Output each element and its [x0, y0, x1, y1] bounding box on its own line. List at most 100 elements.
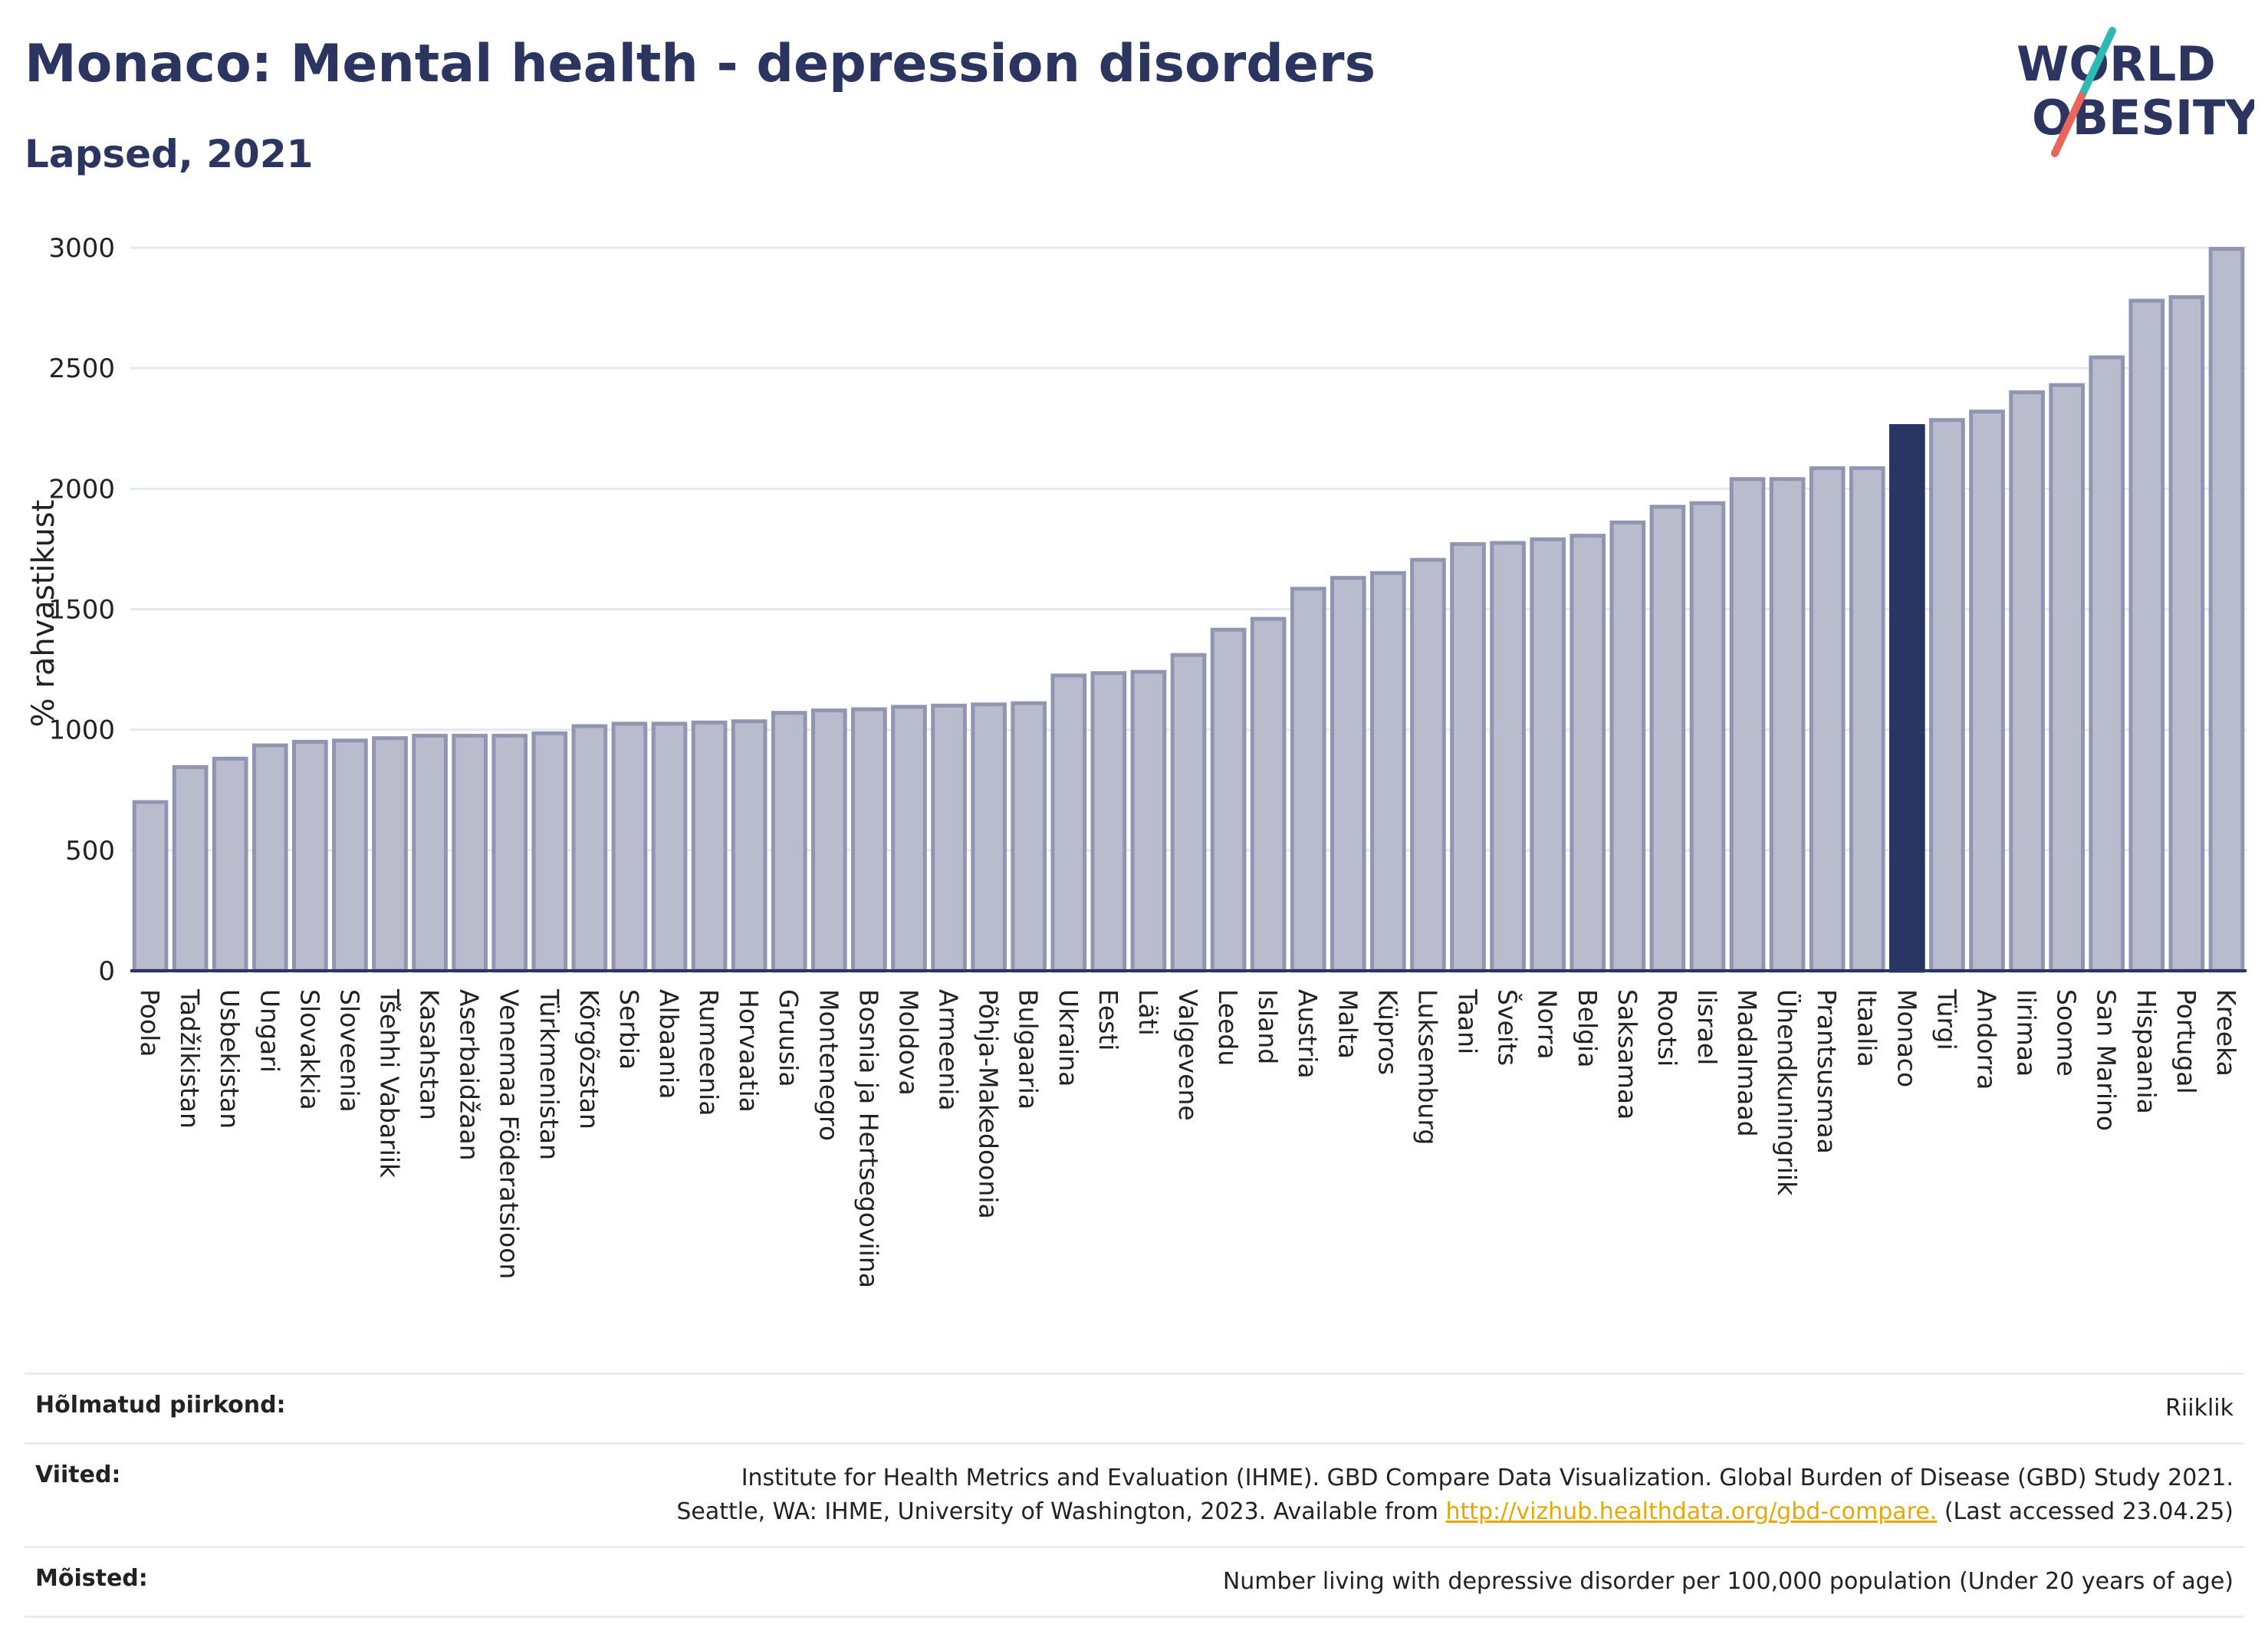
y-axis-label: % rahvastikust	[26, 500, 61, 728]
x-tick-label: Iisrael	[1692, 989, 1722, 1065]
footer-value-line: Seattle, WA: IHME, University of Washing…	[676, 1498, 2233, 1525]
x-tick-label: Tadžikistan	[175, 988, 205, 1129]
chart-title: Monaco: Mental health - depression disor…	[25, 34, 1376, 94]
x-tick-label: Madalmaad	[1732, 989, 1762, 1137]
x-tick-label: Tšehhi Vabariik	[374, 988, 404, 1179]
x-tick-label: Rumeenia	[694, 989, 724, 1116]
y-tick-label: 500	[65, 836, 115, 866]
bar	[1130, 669, 1167, 973]
x-tick-label: Rootsi	[1652, 989, 1682, 1067]
bar	[491, 734, 528, 973]
x-tick-label: Horvaatia	[734, 989, 764, 1113]
footer-value: Institute for Health Metrics and Evaluat…	[676, 1461, 2233, 1529]
bar	[2009, 390, 2045, 973]
x-tick-label: Küpros	[1372, 989, 1402, 1075]
bar	[531, 731, 568, 973]
x-tick-label: Iirimaa	[2012, 989, 2042, 1077]
x-tick-label: Sloveenia	[334, 989, 364, 1113]
category-labels: Poola Tadžikistan Usbekistan Ungari Slovakki…	[135, 988, 2241, 1288]
x-tick-label: Usbekistan	[215, 989, 245, 1129]
x-tick-label: Põhja-Makedoonia	[974, 989, 1004, 1219]
x-tick-label: Poola	[135, 989, 165, 1057]
bar	[212, 756, 248, 973]
bar	[1969, 409, 2005, 973]
bar	[931, 703, 967, 973]
x-tick-label: Moldova	[893, 989, 923, 1096]
bar	[1210, 627, 1247, 973]
footer-key: Hõlmatud piirkond:	[35, 1392, 286, 1419]
chart-subtitle: Lapsed, 2021	[25, 132, 314, 176]
footer-row: Hõlmatud piirkond: Riiklik	[25, 1373, 2244, 1442]
bar	[412, 734, 448, 973]
bar	[1170, 653, 1207, 973]
y-tick-label: 2000	[48, 474, 115, 505]
y-tick-label: 1500	[48, 595, 115, 626]
bar	[1370, 570, 1406, 973]
bar	[1609, 520, 1646, 973]
bar	[2049, 383, 2085, 973]
x-tick-label: Montenegro	[814, 989, 843, 1141]
x-tick-label: Ungari	[255, 989, 284, 1073]
bar	[1330, 576, 1366, 973]
bar	[1689, 501, 1726, 973]
x-tick-label: Bosnia ja Hertsegoviina	[853, 989, 883, 1288]
x-tick-label: Gruusia	[774, 989, 804, 1087]
x-tick-label: Kõrgõzstan	[574, 989, 604, 1129]
bar	[771, 711, 807, 973]
x-tick-label: Norra	[1533, 989, 1563, 1060]
footer-value: Riiklik	[2165, 1392, 2233, 1425]
x-tick-label: San Marino	[2092, 989, 2122, 1131]
bar	[810, 709, 847, 973]
footer-row: Mõisted: Number living with depressive di…	[25, 1546, 2244, 1618]
x-tick-label: Island	[1253, 989, 1283, 1064]
x-tick-label: Hispaania	[2132, 989, 2161, 1114]
x-tick-label: Luksemburg	[1412, 989, 1442, 1145]
footer-row: Viited: Institute for Health Metrics and …	[25, 1442, 2244, 1546]
y-tick-label: 0	[98, 956, 115, 987]
x-tick-label: Türkmenistan	[534, 988, 564, 1160]
x-tick-label: Portugal	[2171, 989, 2201, 1094]
bar	[1729, 477, 1766, 973]
x-tick-label: Serbia	[614, 989, 644, 1070]
x-tick-label: Soome	[2052, 989, 2082, 1077]
source-link[interactable]: http://vizhub.healthdata.org/gbd-compare…	[1445, 1498, 1938, 1525]
bar	[851, 707, 887, 973]
x-tick-label: Türgi	[1931, 988, 1961, 1050]
x-tick-label: Bulgaaria	[1014, 989, 1044, 1110]
logo-text-world: WORLD	[2017, 36, 2216, 92]
logo-slash-teal	[2078, 27, 2116, 100]
bar	[372, 736, 408, 973]
footer-key: Mõisted:	[35, 1565, 148, 1592]
y-tick-label: 3000	[48, 233, 115, 264]
x-tick-label: Belgia	[1573, 989, 1602, 1067]
bar	[1011, 701, 1047, 973]
bar-chart: 0 500 1000 1500 2000 2500 3000 Poola Tadžikista…	[26, 233, 2247, 1288]
bar	[891, 705, 927, 973]
bar	[1290, 587, 1326, 973]
bar	[1530, 537, 1566, 973]
x-tick-label: Läti	[1133, 989, 1163, 1036]
bar	[651, 722, 688, 973]
footer-value-line: Riiklik	[2165, 1395, 2233, 1422]
x-tick-label: Kasahstan	[415, 989, 445, 1120]
bars	[132, 247, 2245, 973]
bar	[1450, 542, 1486, 973]
x-tick-label: Slovakkia	[294, 989, 324, 1110]
bar	[1849, 466, 1885, 973]
bar	[1050, 673, 1087, 973]
bar	[1929, 418, 1965, 973]
bar	[1809, 466, 1846, 973]
x-tick-label: Leedu	[1213, 989, 1243, 1066]
x-tick-label: Prantsusmaa	[1812, 989, 1842, 1154]
x-tick-label: Ukraina	[1053, 989, 1083, 1087]
world-obesity-logo: WORLD OBESITY	[2017, 27, 2254, 157]
x-tick-label: Kreeka	[2211, 989, 2241, 1077]
bar	[1250, 616, 1287, 973]
x-tick-label: Albaania	[654, 989, 684, 1099]
bar	[2168, 294, 2205, 973]
footer-value-line: Number living with depressive disorder p…	[1222, 1568, 2233, 1595]
bar	[971, 702, 1007, 973]
x-tick-label: Šveits	[1493, 989, 1524, 1066]
footer-value: Number living with depressive disorder p…	[1223, 1565, 2233, 1599]
bar	[2089, 355, 2125, 973]
